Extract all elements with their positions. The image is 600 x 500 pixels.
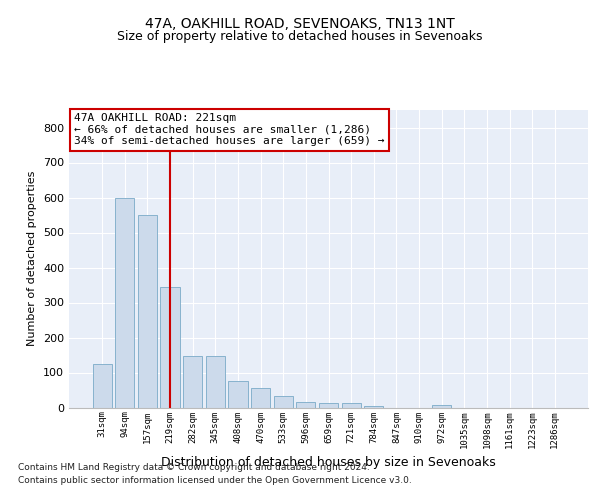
Bar xyxy=(183,356,202,408)
Bar xyxy=(251,388,270,407)
Bar xyxy=(341,403,361,407)
Bar xyxy=(206,356,225,408)
Bar xyxy=(296,402,316,407)
Text: Size of property relative to detached houses in Sevenoaks: Size of property relative to detached ho… xyxy=(117,30,483,43)
Bar xyxy=(364,406,383,407)
Bar xyxy=(274,396,293,407)
Text: Contains public sector information licensed under the Open Government Licence v3: Contains public sector information licen… xyxy=(18,476,412,485)
X-axis label: Distribution of detached houses by size in Sevenoaks: Distribution of detached houses by size … xyxy=(161,456,496,469)
Bar xyxy=(432,405,451,407)
Bar xyxy=(319,403,338,407)
Bar xyxy=(115,198,134,408)
Bar xyxy=(229,381,248,407)
Bar xyxy=(138,215,157,408)
Text: 47A OAKHILL ROAD: 221sqm
← 66% of detached houses are smaller (1,286)
34% of sem: 47A OAKHILL ROAD: 221sqm ← 66% of detach… xyxy=(74,113,385,146)
Bar xyxy=(92,364,112,408)
Text: 47A, OAKHILL ROAD, SEVENOAKS, TN13 1NT: 47A, OAKHILL ROAD, SEVENOAKS, TN13 1NT xyxy=(145,18,455,32)
Y-axis label: Number of detached properties: Number of detached properties xyxy=(28,171,37,346)
Text: Contains HM Land Registry data © Crown copyright and database right 2024.: Contains HM Land Registry data © Crown c… xyxy=(18,462,370,471)
Bar xyxy=(160,287,180,408)
